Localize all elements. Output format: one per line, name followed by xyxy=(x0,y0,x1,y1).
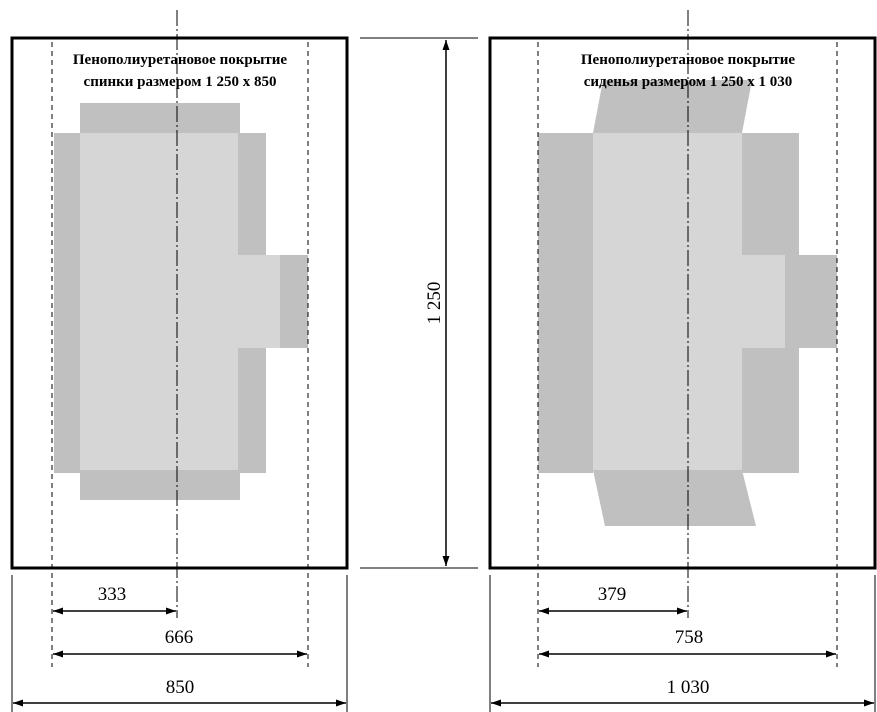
back-inner-width-label: 666 xyxy=(165,627,194,648)
seat-title-line2: сиденья размером 1 250 х 1 030 xyxy=(584,74,793,90)
seat-foam-outer xyxy=(538,80,837,526)
seat-half-width-label: 379 xyxy=(598,584,627,605)
seat-title-line1: Пенополиуретановое покрытие xyxy=(581,52,796,68)
back-foam-outer xyxy=(54,103,308,500)
back-panel: Пенополиуретановое покрытие спинки разме… xyxy=(10,10,349,667)
seat-foam-core xyxy=(593,133,785,470)
back-half-width-label: 333 xyxy=(98,584,127,605)
seat-panel: Пенополиуретановое покрытие сиденья разм… xyxy=(488,10,877,667)
seat-inner-width-label: 758 xyxy=(675,627,704,648)
back-total-width-label: 850 xyxy=(166,677,195,698)
seat-frame xyxy=(488,36,877,570)
height-dimension: 1 250 xyxy=(360,37,478,569)
back-foam-core xyxy=(80,133,280,470)
back-frame xyxy=(10,36,349,570)
back-dimensions: 333 666 850 xyxy=(11,575,348,712)
height-dimension-label: 1 250 xyxy=(424,282,445,325)
back-title-line2: спинки размером 1 250 х 850 xyxy=(84,74,277,90)
seat-total-width-label: 1 030 xyxy=(667,677,710,698)
back-title-line1: Пенополиуретановое покрытие xyxy=(73,52,288,68)
seat-dimensions: 379 758 1 030 xyxy=(489,575,876,712)
